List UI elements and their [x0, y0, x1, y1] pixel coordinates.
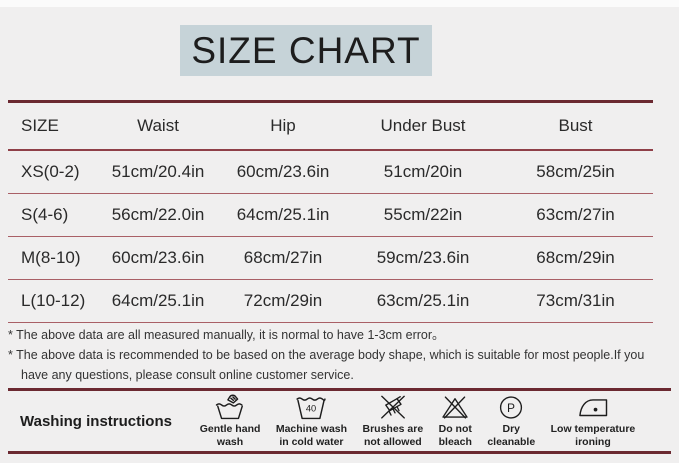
size-table: SIZE Waist Hip Under Bust Bust XS(0-2) 5…: [8, 100, 653, 323]
column-header-bust: Bust: [498, 101, 653, 151]
size-cell: S(4-6): [8, 193, 98, 237]
washing-item-hand-wash: Gentle hand wash: [199, 394, 261, 448]
under-bust-cell: 59cm/23.6in: [348, 236, 498, 280]
washing-item-dry-clean: P Dry cleanable: [487, 394, 535, 448]
hip-cell: 68cm/27in: [218, 236, 348, 280]
washing-item-do-not-bleach: Do not bleach: [439, 394, 472, 448]
footnote-body-shape: * The above data is recommended to be ba…: [8, 348, 645, 382]
table-row-m: M(8-10) 60cm/23.6in 68cm/27in 59cm/23.6i…: [8, 236, 653, 280]
washing-item-label: Machine wash in cold water: [275, 422, 348, 448]
bust-cell: 68cm/29in: [498, 236, 653, 280]
under-bust-cell: 51cm/20in: [348, 150, 498, 194]
top-strip: [0, 0, 679, 7]
washing-item-label: Gentle hand wash: [199, 422, 261, 448]
washing-instructions-bar: Washing instructions Gentle hand wash: [8, 388, 671, 454]
washing-instructions-label: Washing instructions: [20, 412, 172, 430]
washing-item-label: Brushes are not allowed: [362, 422, 424, 448]
footnotes: * The above data are all measured manual…: [8, 325, 670, 385]
waist-cell: 60cm/23.6in: [98, 236, 218, 280]
washing-item-machine-wash-cold: 40 Machine wash in cold water: [276, 394, 347, 448]
svg-text:40: 40: [306, 404, 316, 414]
column-header-waist: Waist: [98, 101, 218, 151]
footnote-measure-error: * The above data are all measured manual…: [8, 328, 445, 342]
table-row-s: S(4-6) 56cm/22.0in 64cm/25.1in 55cm/22in…: [8, 193, 653, 237]
waist-cell: 56cm/22.0in: [98, 193, 218, 237]
table-row-l: L(10-12) 64cm/25.1in 72cm/29in 63cm/25.1…: [8, 279, 653, 323]
hip-cell: 72cm/29in: [218, 279, 348, 323]
washing-item-low-iron: Low temperature ironing: [550, 394, 636, 448]
column-header-under-bust: Under Bust: [348, 101, 498, 151]
bust-cell: 73cm/31in: [498, 279, 653, 323]
washing-items: Gentle hand wash 40 Machine wash in cold…: [192, 394, 643, 448]
page-title: SIZE CHART: [191, 29, 421, 71]
low-iron-icon: [576, 394, 610, 421]
size-cell: XS(0-2): [8, 150, 98, 194]
waist-cell: 51cm/20.4in: [98, 150, 218, 194]
dry-clean-icon: P: [495, 394, 527, 421]
hip-cell: 64cm/25.1in: [218, 193, 348, 237]
size-cell: M(8-10): [8, 236, 98, 280]
waist-cell: 64cm/25.1in: [98, 279, 218, 323]
svg-text:P: P: [507, 401, 515, 415]
column-header-hip: Hip: [218, 101, 348, 151]
do-not-bleach-icon: [439, 394, 471, 421]
column-header-size: SIZE: [8, 101, 98, 151]
washing-item-label: Do not bleach: [438, 422, 472, 448]
no-brush-icon: [377, 394, 409, 421]
under-bust-cell: 63cm/25.1in: [348, 279, 498, 323]
table-row-xs: XS(0-2) 51cm/20.4in 60cm/23.6in 51cm/20i…: [8, 150, 653, 194]
hand-wash-icon: [213, 394, 247, 421]
bust-cell: 63cm/27in: [498, 193, 653, 237]
washing-item-label: Low temperature ironing: [550, 422, 636, 448]
washing-item-no-brush: Brushes are not allowed: [362, 394, 423, 448]
machine-wash-cold-icon: 40: [294, 394, 328, 421]
washing-item-label: Dry cleanable: [487, 422, 536, 448]
size-cell: L(10-12): [8, 279, 98, 323]
bust-cell: 58cm/25in: [498, 150, 653, 194]
title-band: SIZE CHART: [180, 25, 432, 76]
under-bust-cell: 55cm/22in: [348, 193, 498, 237]
hip-cell: 60cm/23.6in: [218, 150, 348, 194]
header-row: SIZE Waist Hip Under Bust Bust: [8, 101, 653, 151]
